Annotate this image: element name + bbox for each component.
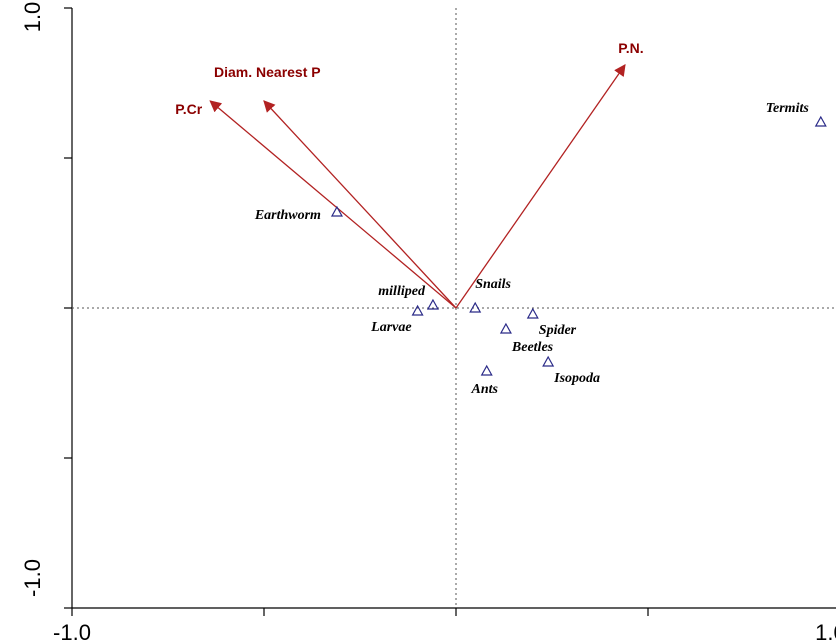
- vector-label: Diam. Nearest P: [214, 64, 321, 80]
- species-points: Termits Earthworm milliped Larvae Snails Spid…: [254, 101, 827, 397]
- species-point-marker: [542, 355, 555, 367]
- x-axis-ticks: [71, 608, 649, 616]
- species-label: Termits: [766, 101, 810, 116]
- species-label: Snails: [475, 277, 511, 292]
- zero-reference-lines: [72, 8, 836, 608]
- species-point-marker: [480, 364, 493, 376]
- y-axis-ticks: [64, 7, 72, 609]
- species-label: Ants: [470, 382, 498, 397]
- species-label: Larvae: [370, 320, 411, 335]
- y-tick-label-max: 1.0: [20, 2, 45, 33]
- vector-arrow: [209, 100, 457, 309]
- species-point-marker: [499, 322, 512, 334]
- species-point-marker: [526, 307, 539, 319]
- vector-label: P.N.: [618, 40, 643, 56]
- environmental-vectors: P.Cr Diam. Nearest P P.N.: [175, 40, 644, 309]
- species-label: Isopoda: [553, 371, 600, 386]
- y-tick-label-min: -1.0: [20, 559, 45, 597]
- vector-arrow: [263, 100, 457, 309]
- species-label: milliped: [378, 284, 426, 299]
- species-point-marker: [426, 298, 439, 310]
- vector-arrow: [455, 64, 626, 309]
- species-label: Beetles: [511, 340, 554, 355]
- x-tick-label-max: 1.0: [815, 620, 836, 643]
- x-tick-label-min: -1.0: [53, 620, 91, 643]
- species-label: Earthworm: [254, 208, 321, 223]
- species-point-marker: [330, 205, 343, 217]
- species-point-marker: [469, 301, 482, 313]
- species-point-marker: [814, 115, 827, 127]
- vector-label: P.Cr: [175, 101, 203, 117]
- species-label: Spider: [539, 323, 577, 338]
- species-point-marker: [411, 304, 424, 316]
